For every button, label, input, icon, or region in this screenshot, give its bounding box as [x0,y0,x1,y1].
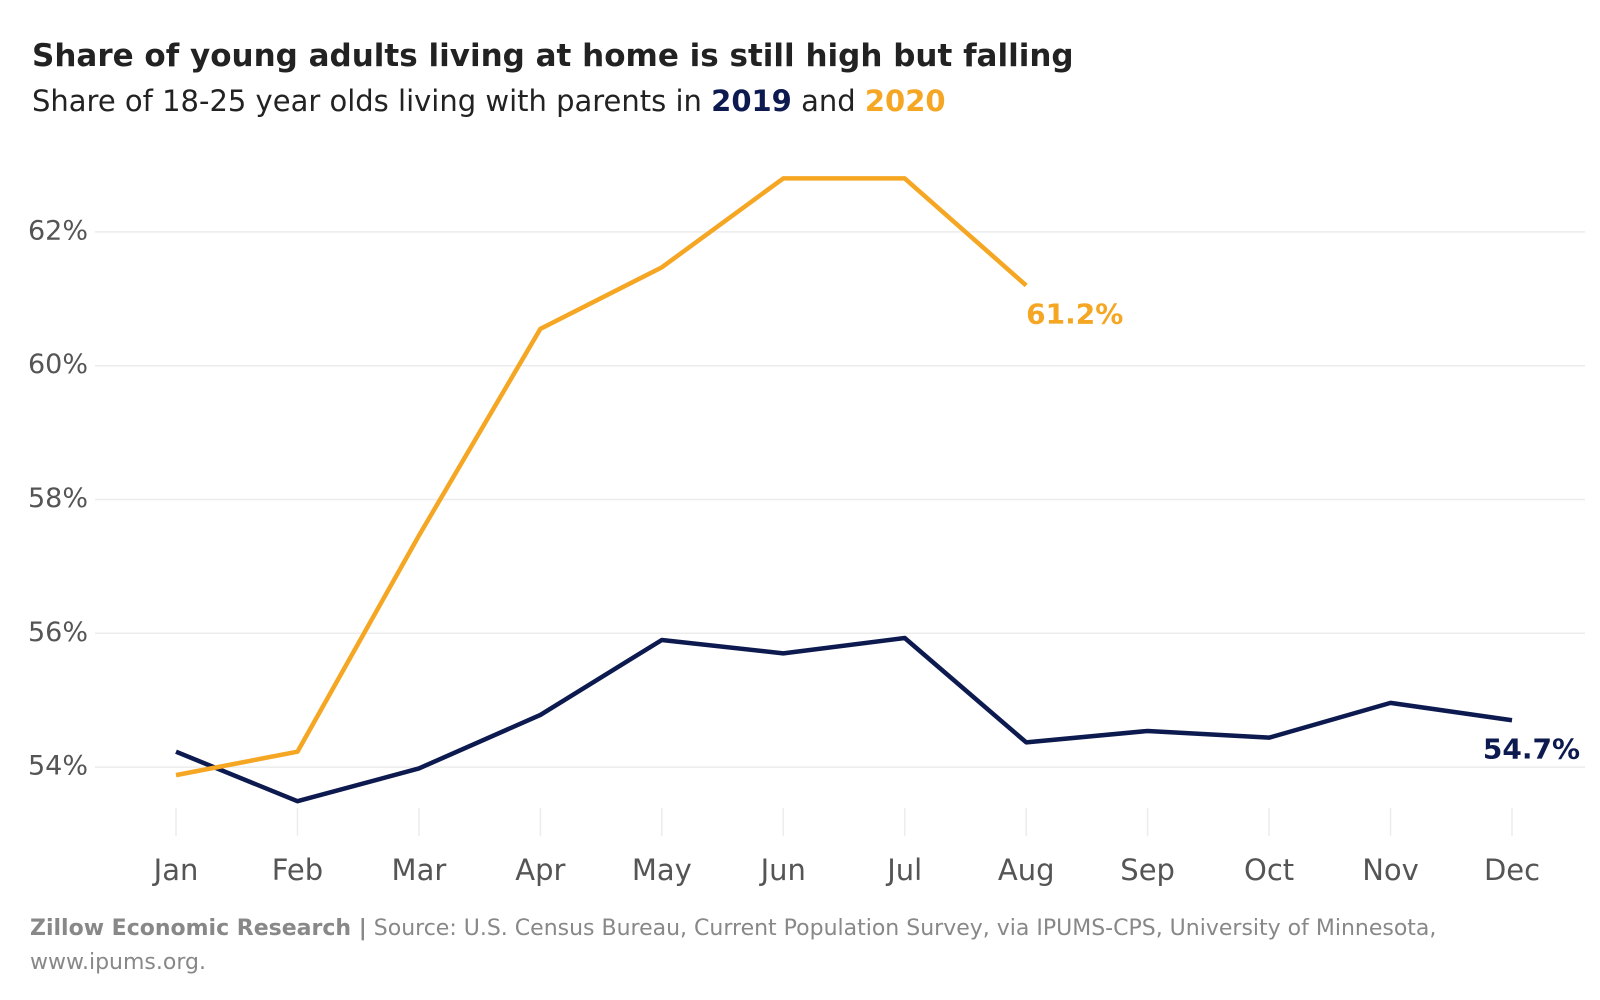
x-tick-label: Dec [1484,853,1540,887]
value-label: 54.7% [1483,732,1580,765]
x-tick-label: Jun [759,853,806,887]
source-org: Zillow Economic Research | [30,916,367,941]
subtitle-text: Share of 18-25 year olds living with par… [32,84,702,118]
chart: 54% 56% 58% 60% 62% Jan Feb Mar Apr May Jun Jul Aug S… [28,176,1585,887]
x-tick-label: Nov [1362,853,1419,887]
y-tick-label: 54% [28,751,88,782]
x-tick-label: Jul [885,853,922,887]
chart-subtitle: Share of 18-25 year olds living with par… [32,84,946,118]
y-tick-label: 60% [28,349,88,380]
x-tick-label: Mar [392,853,447,887]
y-tick-label: 56% [28,617,88,648]
line-series [175,176,1028,778]
subtitle-joiner: and [801,84,856,118]
line-series [175,635,1513,804]
x-tick-label: Aug [998,853,1055,887]
x-tick-label: Apr [515,853,565,887]
y-tick-label: 58% [28,483,88,514]
x-tick-label: Sep [1120,853,1175,887]
legend-entry: 2019 [711,84,792,118]
x-tick-label: Oct [1244,853,1294,887]
legend-entry: 2020 [864,84,946,118]
value-label: 61.2% [1026,297,1123,330]
chart-title: Share of young adults living at home is … [32,38,1074,74]
source: Source: U.S. Census Bureau, Current Popu… [30,916,1437,975]
footer: Zillow Economic Research | Source: U.S. … [30,912,1510,980]
x-tick-label: May [632,853,692,887]
x-tick-label: Jan [152,853,199,887]
y-tick-label: 62% [28,215,88,246]
x-tick-label: Feb [272,853,323,887]
